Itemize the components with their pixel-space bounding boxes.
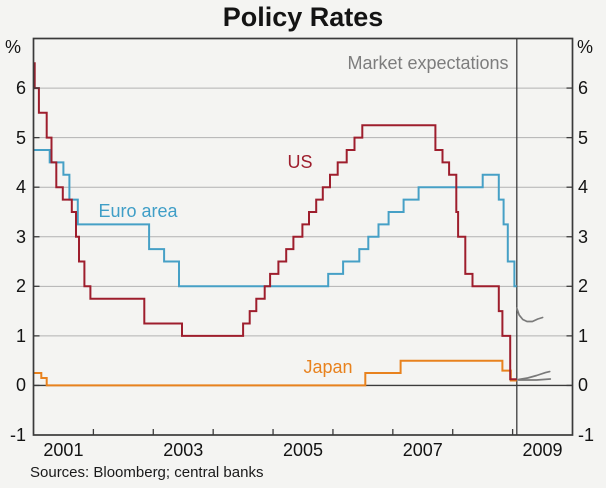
y-axis-tick-label: 0 [15, 375, 26, 396]
series-label-japan: Japan [303, 357, 353, 377]
y-axis-tick-label: 5 [578, 127, 589, 148]
y-axis-tick-label: 4 [578, 177, 589, 198]
y-axis-tick-label: -1 [578, 425, 595, 445]
y-axis-tick-label: 4 [15, 177, 26, 198]
series-us-market-expectations-line [517, 370, 551, 381]
y-axis-tick-label: 6 [15, 78, 26, 99]
y-axis-tick-label: 1 [15, 325, 26, 346]
source-note: Sources: Bloomberg; central banks [30, 464, 264, 481]
y-axis-tick-label: 1 [578, 325, 589, 346]
y-axis-unit-left: % [5, 37, 22, 57]
plot-border [32, 37, 574, 436]
series-label-us: US [287, 152, 313, 172]
x-axis-tick-label: 2007 [402, 440, 443, 460]
y-axis-tick-label: 2 [578, 276, 589, 297]
y-axis-tick-label: 3 [15, 226, 26, 247]
x-axis-tick-label: 2009 [522, 440, 563, 460]
y-axis-unit-right: % [577, 37, 594, 57]
x-axis-tick-label: 2003 [163, 440, 204, 460]
y-axis-tick-label: 0 [578, 375, 589, 396]
chart-title: Policy Rates [222, 2, 384, 32]
y-axis-tick-label: 5 [15, 127, 26, 148]
market-expectations-label: Market expectations [347, 53, 509, 73]
series-label-euro-area: Euro area [98, 201, 178, 221]
y-axis-tick-label: -1 [9, 425, 26, 445]
series-japan-line [33, 359, 517, 387]
series-euro-area-line [33, 149, 517, 288]
y-axis-tick-label: 2 [15, 276, 26, 297]
x-axis-tick-label: 2001 [43, 440, 84, 460]
series-euro-area-market-expectations-line [515, 307, 544, 323]
y-axis-tick-label: 3 [578, 226, 589, 247]
series-japan-market-expectations-line [517, 378, 552, 381]
x-axis-tick-label: 2005 [282, 440, 324, 460]
series-us-line [33, 62, 517, 381]
y-axis-tick-label: 6 [578, 78, 589, 99]
